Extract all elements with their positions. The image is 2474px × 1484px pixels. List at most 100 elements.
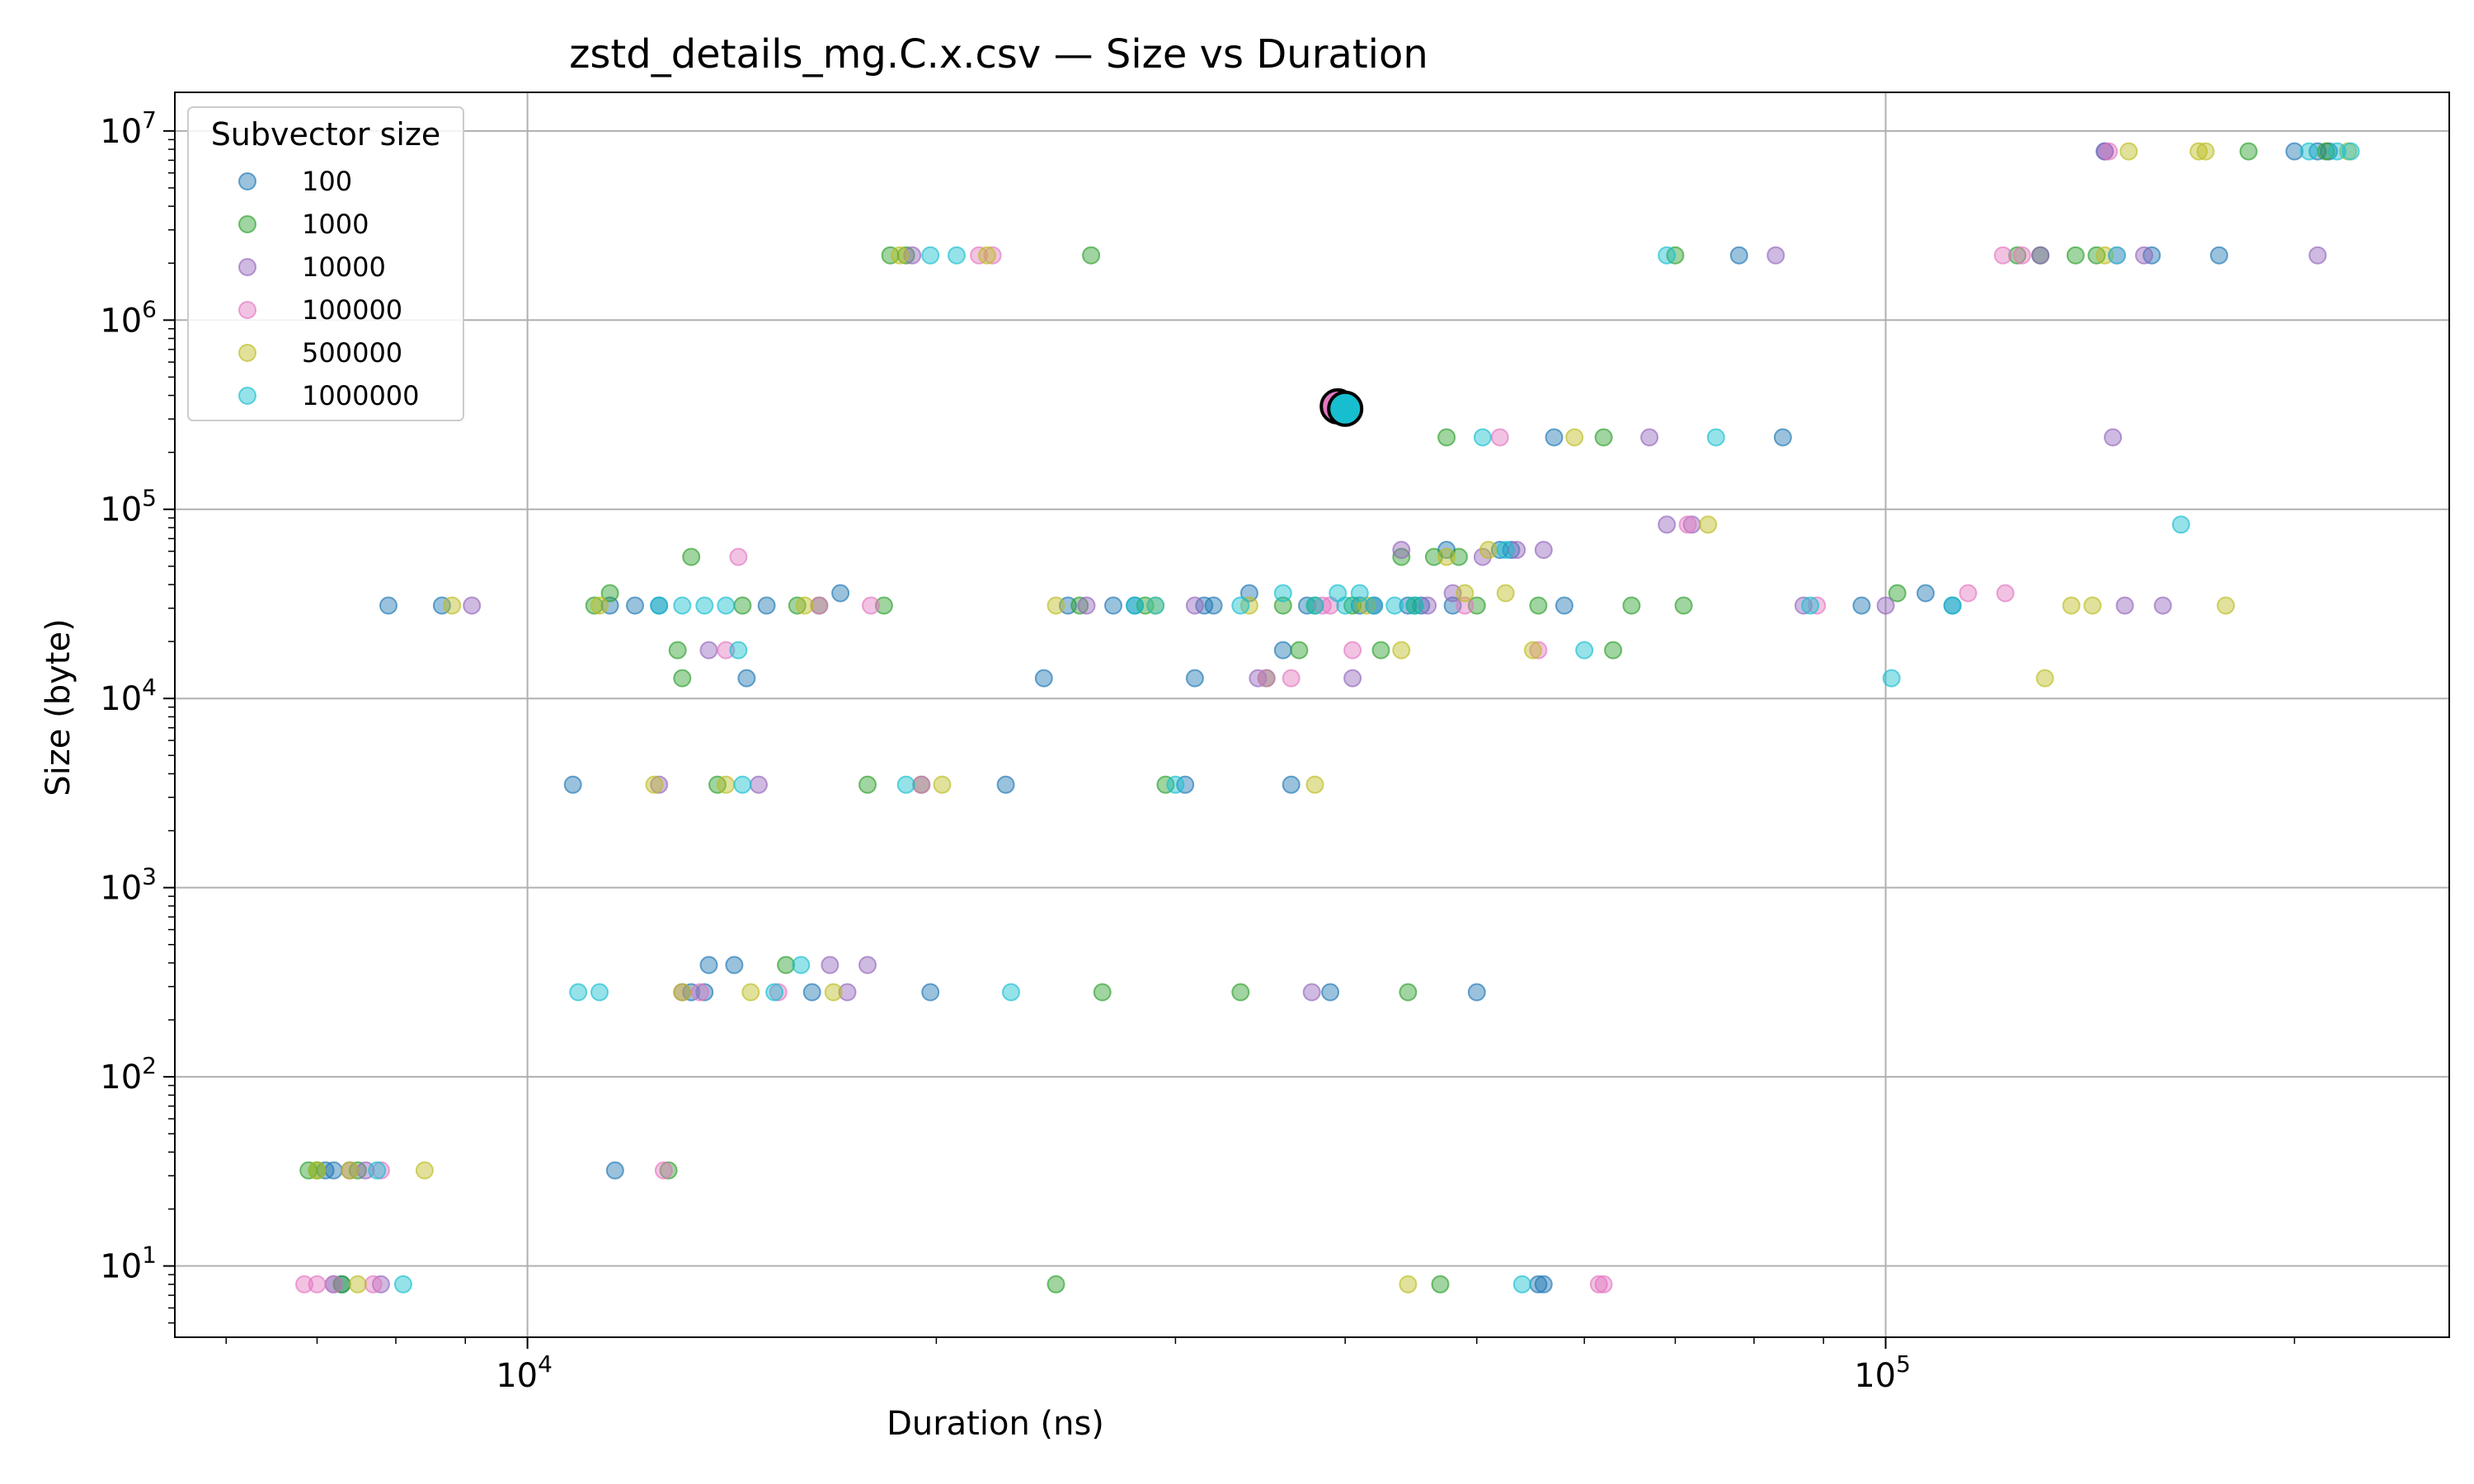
data-point [695,983,714,1002]
data-point [2308,246,2327,265]
data-point [792,956,811,974]
data-point [729,641,748,660]
data-point [996,775,1015,794]
data-point [1996,584,2015,603]
data-point [733,596,752,615]
data-point [1343,641,1362,660]
data-point [1479,541,1498,559]
series-1000000 [368,142,2360,1294]
data-point [824,983,843,1002]
data-point [1385,596,1404,615]
data-point [699,956,718,974]
data-point [600,584,619,603]
data-point [1729,246,1748,265]
data-point [368,1161,387,1180]
data-point [1959,584,1978,603]
data-point [1534,541,1553,559]
data-point [650,775,669,794]
data-point [1302,983,1321,1002]
data-point [1699,515,1718,534]
data-point [1350,596,1369,615]
data-point [1658,246,1677,265]
data-point [1343,669,1362,688]
data-point [1456,584,1475,603]
data-point [1034,669,1053,688]
data-point [563,775,582,794]
y-tick-label: 107 [100,106,157,151]
data-point [948,246,966,265]
data-point [1943,596,1962,615]
y-tick-label: 106 [100,295,157,340]
data-point [729,547,748,566]
data-point [1622,596,1641,615]
data-point [1773,428,1792,447]
data-point [1424,547,1443,566]
data-point [912,775,931,794]
data-points [295,142,2360,1294]
data-point [1794,596,1813,615]
data-point [1176,775,1195,794]
data-point [1496,541,1515,559]
data-point [1473,547,1492,566]
legend-entry: 10000 [238,251,386,283]
data-point [1808,596,1827,615]
data-point [650,596,669,615]
legend-entries: 100 1000 10000 100000 500000 1000000 [238,166,420,411]
data-point [1467,983,1486,1002]
legend-label: 100 [302,166,352,197]
y-axis-ticks: 101 102 103 104 105 106 107 [100,106,175,1324]
data-point [1888,584,1907,603]
data-point [1405,596,1424,615]
legend-marker [238,172,256,190]
data-point [659,1161,678,1180]
data-point [1529,641,1548,660]
legend-entry: 500000 [238,337,402,369]
data-point [2239,142,2258,161]
data-point [765,983,784,1002]
data-point [1917,584,1935,603]
data-point [605,1161,624,1180]
data-point [2115,596,2134,615]
data-point [858,956,877,974]
legend-entry: 1000 [238,209,369,240]
data-point [626,596,644,615]
data-point [1674,596,1693,615]
data-point [921,246,940,265]
data-point [983,246,1002,265]
data-point [1399,1275,1418,1294]
data-point [415,1161,434,1180]
data-point [585,596,604,615]
data-point [1047,596,1065,615]
data-point [1882,669,1901,688]
legend: Subvector size 1001000100001000005000001… [187,106,464,421]
data-point [2119,142,2138,161]
data-point [1554,596,1573,615]
data-point [1437,547,1456,566]
data-point [1195,596,1214,615]
data-point [1512,1275,1531,1294]
data-point [810,596,829,615]
data-point [802,983,821,1002]
data-point [1456,596,1475,615]
data-point [717,596,736,615]
data-point [1231,983,1250,1002]
data-point [1450,547,1468,566]
data-point [1523,641,1542,660]
data-point [1365,596,1384,615]
data-point [654,1161,673,1180]
data-point [590,983,609,1002]
legend-label: 10000 [302,251,386,283]
data-point [1231,596,1250,615]
data-point [463,596,482,615]
y-axis-label: Size (byte) [40,618,78,796]
legend-entry: 1000000 [238,380,420,411]
data-point [1002,983,1020,1002]
data-point [896,775,915,794]
data-point [2341,142,2360,161]
data-point [324,1275,343,1294]
data-point [2095,142,2114,161]
data-point [750,775,768,794]
data-point [1070,596,1089,615]
legend-box [187,106,464,421]
